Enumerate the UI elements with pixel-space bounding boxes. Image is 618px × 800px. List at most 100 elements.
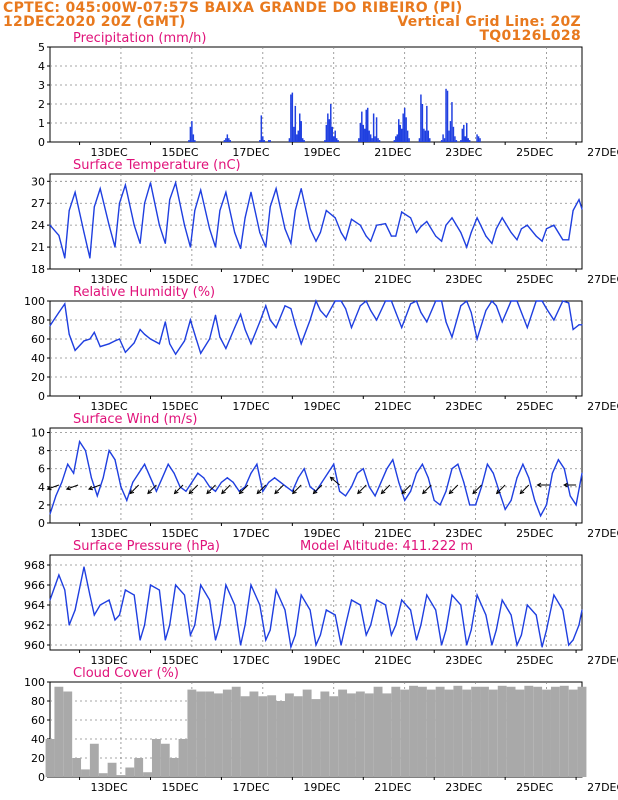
wind-y-tick-label: 8 xyxy=(38,445,45,458)
precip-bar xyxy=(371,138,373,142)
cloud-bar xyxy=(462,689,472,777)
wind-point xyxy=(268,481,270,483)
cloud-bar xyxy=(364,693,374,777)
precip-bar xyxy=(449,121,452,142)
rh-point xyxy=(64,303,66,305)
precip-bar xyxy=(395,136,397,142)
pres-point xyxy=(340,644,342,646)
precip-bar xyxy=(362,124,365,142)
precip-bar xyxy=(418,138,421,142)
temp-point xyxy=(209,228,211,230)
rh-y-tick-label: 60 xyxy=(31,333,45,346)
temp-point xyxy=(344,239,347,241)
pres-point xyxy=(470,629,472,631)
temp-point xyxy=(99,188,101,190)
cloud-bar xyxy=(205,691,215,777)
wind-point xyxy=(132,481,134,483)
wind-point xyxy=(516,477,518,479)
cloud-bar xyxy=(187,689,197,777)
temp-point xyxy=(240,247,242,250)
rh-point xyxy=(401,327,403,329)
wind-panel: 13DEC 15DEC 17DEC 19DEC 21DEC 23DEC 25DEC 27DEC… xyxy=(31,412,618,540)
wind-point xyxy=(90,477,92,479)
pres-point xyxy=(581,609,583,611)
precip-bar xyxy=(334,130,336,142)
wind-point xyxy=(203,477,205,479)
temp-y-tick-label: 27 xyxy=(31,197,45,210)
pres-x-tick-label: 17DEC xyxy=(232,654,269,667)
precip-bar xyxy=(396,134,399,142)
wind-point xyxy=(380,481,382,483)
rh-point xyxy=(435,300,437,302)
pres-point xyxy=(269,629,271,631)
temp-point xyxy=(158,224,160,226)
temp-x-tick-label: 21DEC xyxy=(374,273,411,286)
rh-point xyxy=(89,338,91,340)
cloud-bar xyxy=(444,689,454,777)
temp-point xyxy=(175,182,177,184)
cloud-bar xyxy=(222,689,232,777)
cloud-bar xyxy=(89,743,99,777)
pres-point xyxy=(240,644,242,646)
temp-point xyxy=(435,235,437,237)
pres-point xyxy=(491,644,493,646)
precip-x-tick-label: 19DEC xyxy=(303,146,340,159)
precip-bar xyxy=(424,130,427,142)
rh-point xyxy=(384,300,387,302)
pres-frame xyxy=(49,554,583,651)
wind-point xyxy=(114,459,116,461)
precip-x-tick-label: 27DEC xyxy=(587,146,618,159)
pres-point xyxy=(114,619,116,621)
rh-x-tick-label: 21DEC xyxy=(374,400,411,413)
precip-bar xyxy=(194,140,196,142)
cloud-bar xyxy=(515,689,525,777)
wind-y-tick-label: 0 xyxy=(38,517,45,530)
pres-point xyxy=(64,589,66,591)
rh-point xyxy=(520,311,523,313)
wind-vector xyxy=(313,484,323,494)
wind-point xyxy=(108,450,110,452)
wind-point xyxy=(569,495,571,497)
wind-point xyxy=(510,499,512,501)
precip-bar xyxy=(446,90,449,142)
wind-x-tick-label: 25DEC xyxy=(516,527,553,540)
rh-point xyxy=(441,300,443,302)
pres-point xyxy=(526,604,528,606)
temp-point xyxy=(194,209,196,212)
cloud-bar xyxy=(524,685,534,777)
cloud-x-tick-label: 21DEC xyxy=(374,781,411,794)
cloud-x-tick-label: 19DEC xyxy=(303,781,340,794)
wind-point xyxy=(61,481,63,483)
rh-point xyxy=(344,308,347,310)
rh-point xyxy=(83,340,85,342)
precip-bar xyxy=(189,126,192,142)
rh-point xyxy=(581,324,583,326)
cloud-bar xyxy=(284,693,294,777)
rh-point xyxy=(526,327,528,329)
rh-x-tick-label: 15DEC xyxy=(161,400,198,413)
pres-y-tick-label: 966 xyxy=(24,579,45,592)
rh-x-tick-label: 27DEC xyxy=(587,400,618,413)
rh-point xyxy=(420,311,422,313)
cloud-bar xyxy=(231,686,241,777)
wind-point xyxy=(232,481,234,483)
wind-point xyxy=(191,481,193,483)
precip-x-tick-label: 21DEC xyxy=(374,146,411,159)
cloud-bar xyxy=(267,695,277,777)
temp-point xyxy=(64,257,66,259)
wind-vector-head xyxy=(65,485,71,491)
pres-point xyxy=(501,599,503,601)
cloud-bar xyxy=(506,686,516,777)
wind-point xyxy=(581,472,583,474)
pres-point xyxy=(319,634,322,636)
rh-panel: 13DEC 15DEC 17DEC 19DEC 21DEC 23DEC 25DEC 27DEC… xyxy=(24,285,618,413)
rh-point xyxy=(175,353,177,355)
wind-vector-head xyxy=(448,489,454,495)
cloud-x-tick-label: 25DEC xyxy=(516,781,553,794)
temp-point xyxy=(309,228,311,230)
precip-bar xyxy=(188,140,190,142)
temp-point xyxy=(562,239,564,241)
wind-y-tick-label: 4 xyxy=(38,481,45,494)
pres-x-tick-label: 25DEC xyxy=(516,654,553,667)
pres-point xyxy=(510,614,512,616)
